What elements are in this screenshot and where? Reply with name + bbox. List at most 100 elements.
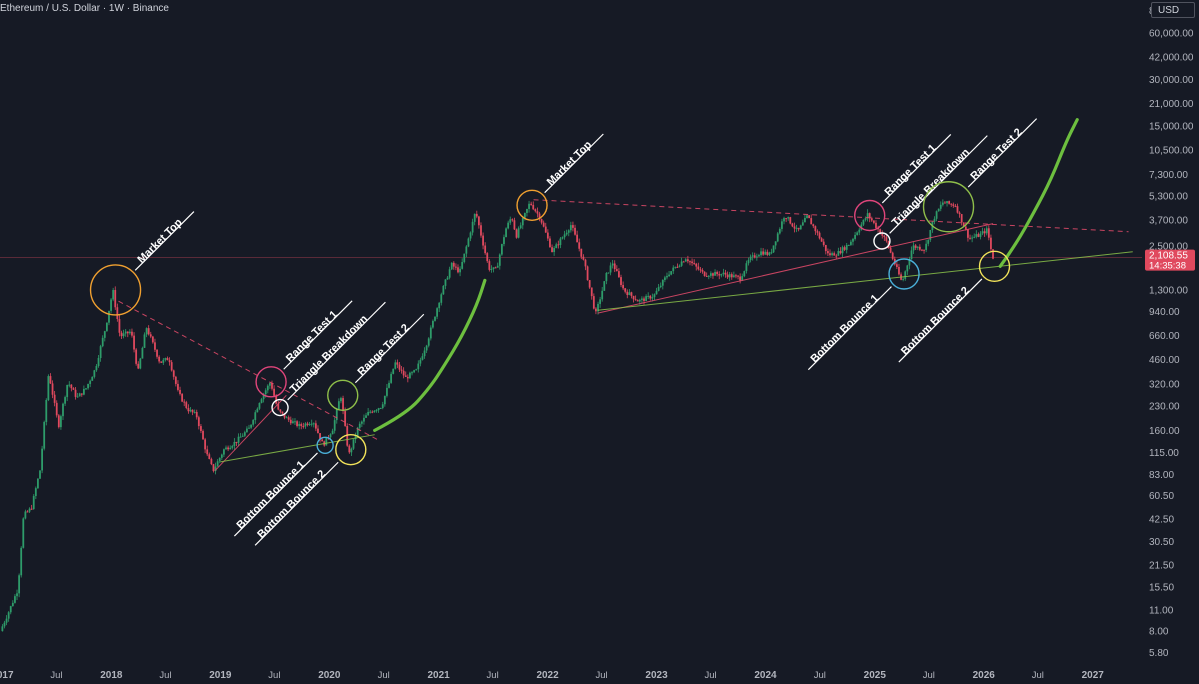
- candle: [375, 408, 378, 413]
- candle: [770, 248, 773, 255]
- candle: [850, 239, 852, 246]
- candle: [580, 248, 583, 260]
- currency-button[interactable]: USD: [1151, 2, 1195, 18]
- trendline-bottom-support-2019: [220, 434, 375, 463]
- candle: [845, 242, 848, 254]
- candle: [730, 272, 733, 280]
- candle: [716, 270, 719, 277]
- candle: [436, 307, 438, 320]
- candle: [906, 264, 909, 275]
- candle: [164, 357, 167, 362]
- candle: [39, 470, 41, 479]
- candle: [160, 361, 163, 364]
- candle: [532, 201, 535, 211]
- annotation-underline: [898, 278, 983, 363]
- candle: [565, 229, 568, 236]
- candle: [162, 357, 165, 366]
- candle: [831, 251, 833, 257]
- y-tick-label: 15.50: [1149, 582, 1174, 593]
- candle: [477, 215, 480, 229]
- candle: [82, 385, 85, 396]
- candle: [634, 295, 637, 301]
- annotation-circle: [327, 379, 359, 412]
- candle: [78, 392, 81, 397]
- candle: [699, 267, 702, 273]
- candle: [712, 272, 714, 279]
- candle: [34, 486, 37, 500]
- candle: [599, 296, 602, 308]
- candle: [870, 216, 873, 222]
- candle: [810, 214, 813, 225]
- candle: [70, 384, 73, 392]
- candle: [576, 230, 579, 243]
- x-tick-label: Jul: [1032, 670, 1044, 681]
- candle: [369, 409, 372, 414]
- y-tick-label: 11.00: [1149, 605, 1174, 616]
- candle: [287, 415, 290, 422]
- candle: [110, 297, 112, 314]
- candle: [325, 437, 328, 446]
- candle: [935, 210, 938, 222]
- candle: [473, 213, 476, 226]
- candle: [139, 357, 142, 370]
- candle: [607, 272, 610, 274]
- candle: [872, 220, 875, 225]
- candle: [494, 266, 497, 269]
- candle: [455, 263, 457, 271]
- candle: [47, 374, 50, 402]
- candle: [649, 294, 652, 301]
- candle: [866, 209, 869, 222]
- candle: [80, 393, 83, 397]
- candle: [137, 361, 140, 370]
- candle: [62, 402, 64, 421]
- candle: [363, 414, 365, 425]
- y-tick-label: 1,300.00: [1149, 285, 1188, 296]
- candle: [739, 273, 742, 284]
- annotation-label: Bottom Bounce 2: [899, 285, 972, 358]
- candle: [927, 239, 930, 247]
- candle: [498, 253, 501, 270]
- candle: [179, 386, 181, 396]
- axes-group: 84,000.0060,000.0042,000.0030,000.0021,0…: [0, 6, 1195, 681]
- candle: [291, 418, 294, 424]
- candle: [676, 263, 679, 269]
- candle: [87, 383, 89, 390]
- candle: [438, 301, 441, 313]
- x-tick-label: 2021: [427, 670, 450, 681]
- candle: [904, 270, 907, 281]
- candle: [197, 415, 200, 430]
- candle: [528, 200, 530, 213]
- candle: [170, 359, 173, 372]
- candle: [714, 269, 716, 276]
- x-tick-label: 2019: [209, 670, 232, 681]
- candle: [605, 272, 608, 285]
- annotation-circle: [978, 250, 1011, 283]
- candle: [515, 228, 518, 239]
- trendlines-group: [118, 199, 1133, 471]
- candle: [764, 249, 767, 256]
- candle: [691, 258, 693, 266]
- candle: [812, 223, 815, 229]
- candle: [475, 210, 478, 219]
- annotation-circle: [922, 181, 975, 233]
- candle: [682, 260, 685, 263]
- candle: [941, 199, 944, 207]
- candle: [592, 293, 595, 310]
- candle: [281, 411, 284, 415]
- y-tick-label: 115.00: [1149, 448, 1179, 459]
- candle: [701, 268, 704, 274]
- candle: [990, 234, 992, 253]
- candle: [536, 207, 539, 218]
- candle: [624, 287, 627, 294]
- candle: [663, 275, 666, 283]
- candle: [55, 400, 58, 418]
- candle: [781, 218, 783, 232]
- candle: [517, 226, 520, 239]
- candle: [60, 414, 62, 430]
- candle: [459, 266, 461, 277]
- candle: [741, 273, 744, 281]
- candle: [225, 445, 227, 450]
- candle: [797, 227, 800, 232]
- candle: [335, 407, 338, 424]
